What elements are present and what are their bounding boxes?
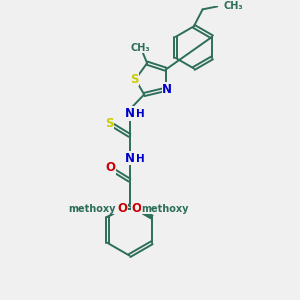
Text: N: N <box>124 107 134 120</box>
Text: O: O <box>132 202 142 215</box>
Text: H: H <box>136 154 145 164</box>
Text: O: O <box>105 161 115 174</box>
Text: CH₃: CH₃ <box>131 43 151 53</box>
Text: methoxy: methoxy <box>69 204 116 214</box>
Text: N: N <box>124 152 134 165</box>
Text: CH₃: CH₃ <box>224 2 243 11</box>
Text: O: O <box>117 202 128 215</box>
Text: H: H <box>136 109 145 119</box>
Text: methoxy: methoxy <box>141 204 189 214</box>
Text: methoxy: methoxy <box>70 204 118 214</box>
Text: N: N <box>162 83 172 96</box>
Text: S: S <box>130 73 139 86</box>
Text: S: S <box>105 117 114 130</box>
